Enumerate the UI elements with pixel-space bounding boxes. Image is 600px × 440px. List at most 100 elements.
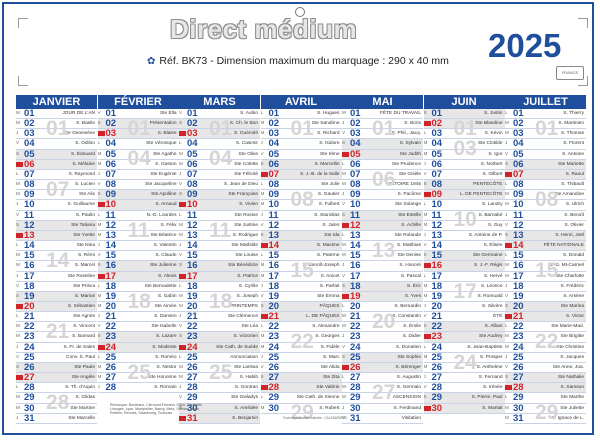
day-row: L 03 S. Kévin xyxy=(423,128,505,140)
day-row: L 04 S. Casimir xyxy=(179,138,260,150)
day-row: M 12 S. Félix xyxy=(97,219,179,231)
saint-name: S. Romain xyxy=(154,385,177,391)
day-row: V 03 S. Phil., Jacq. xyxy=(342,128,423,140)
saint-name: ASCENSION xyxy=(392,395,421,401)
day-row: M 19 S. Joseph xyxy=(179,291,260,302)
day-row: L 18 Ste Bernadette xyxy=(97,281,179,292)
day-number: 13 xyxy=(105,229,117,241)
saint-name: S. Fr. de Sales xyxy=(63,344,95,350)
day-number: 09 xyxy=(350,189,361,201)
weekday-letter: M xyxy=(16,110,20,115)
day-number: 12 xyxy=(105,219,117,231)
saint-name: S. Barnabé xyxy=(478,212,503,218)
weekday-letter: V xyxy=(260,292,264,298)
weekday-letter: L xyxy=(505,394,508,400)
saint-name: S. Gontran xyxy=(234,385,258,391)
day-number: 18 xyxy=(350,280,361,292)
saint-name: S. Germain xyxy=(396,385,421,391)
day-number: 25 xyxy=(513,351,524,363)
day-number: 17 xyxy=(24,270,35,282)
weekday-letter: M xyxy=(423,353,428,359)
saint-name: S. Valentin xyxy=(153,243,177,249)
saint-name: Ste Charlotte xyxy=(556,273,584,279)
saint-name: S. Henri, Joël xyxy=(555,232,584,238)
saint-name: S. Justin xyxy=(484,111,503,116)
week-number: 25 xyxy=(127,360,151,384)
day-row: S 02 S. Ch. le Bon xyxy=(179,118,260,130)
saint-name: S. Norbert xyxy=(480,161,503,167)
day-row: D 24 Ste Cath. de Suède xyxy=(179,342,260,353)
month-column: MARS V 01 S. Aubin S 02 S. Ch. le Bon D 03 S. Gué… xyxy=(179,95,260,430)
day-number: 04 xyxy=(513,138,524,150)
weekday-letter: S xyxy=(16,221,20,227)
weekday-letter: J xyxy=(260,140,263,146)
weekday-letter: J xyxy=(16,130,19,136)
weekday-letter: M xyxy=(16,333,20,339)
day-row: D 17 S. Patrice xyxy=(179,271,260,282)
day-row: V 19 Ste Emma xyxy=(260,290,342,302)
weekday-letter: M xyxy=(260,191,265,197)
saint-name: Ste Amandine xyxy=(554,192,584,198)
day-row: M 15 Ste Denise xyxy=(342,250,423,262)
weekday-letter: V xyxy=(97,252,101,258)
day-row: L 25 S. Roméo xyxy=(97,352,179,363)
week-number: 29 xyxy=(290,401,314,425)
weekday-letter: V xyxy=(179,323,183,329)
week-number: 25 xyxy=(209,360,233,384)
weekday-letter: M xyxy=(342,384,346,390)
day-row: M 30 Ste Martine xyxy=(16,402,97,414)
day-number: 09 xyxy=(513,189,524,201)
saint-name: L. DE PENTECÔTE xyxy=(459,192,503,198)
saint-name: Ste Christine xyxy=(556,344,584,350)
day-number: 06 xyxy=(268,158,280,170)
day-row: L 04 Ste Véronique xyxy=(97,138,179,150)
weekday-letter: S xyxy=(423,394,427,400)
saint-name: S. Samson xyxy=(560,385,584,391)
weekday-letter: L xyxy=(342,231,345,237)
weekday-letter: L xyxy=(179,140,182,146)
weekday-letter: L xyxy=(260,110,264,115)
day-number: 01 xyxy=(105,108,117,119)
day-number: 16 xyxy=(187,260,198,272)
day-row: L 28 S. Th. d'Aquin xyxy=(16,382,97,394)
day-row: V 26 Ste Alida xyxy=(260,362,342,374)
day-number: 30 xyxy=(24,402,35,414)
day-row: L 08 S. Thibault xyxy=(505,179,586,191)
weekday-letter: D xyxy=(16,161,23,167)
day-row: J 31 Ste Marcelle xyxy=(16,413,97,424)
weekday-letter: L xyxy=(260,323,264,329)
day-row: S 30 S. Amédée xyxy=(179,403,260,414)
day-row: J 07 Ste Félicité xyxy=(179,169,260,181)
day-row: L 15 S. Donald xyxy=(505,250,586,262)
saint-name: Ste Marthe xyxy=(560,395,584,401)
day-number: 27 xyxy=(105,372,117,384)
day-row: V 08 Ste Jacqueline xyxy=(97,179,179,191)
day-number: 02 xyxy=(105,118,117,130)
saint-name: S. Donatien xyxy=(395,344,421,350)
day-number: 01 xyxy=(350,108,361,119)
weekday-letter: M xyxy=(260,262,265,268)
day-row: L 29 Ste Marthe xyxy=(505,392,586,404)
saint-name: S. Robert xyxy=(319,405,340,411)
day-number: 19 xyxy=(268,290,280,302)
day-number: 01 xyxy=(513,108,524,119)
saint-name: S. Martinien xyxy=(558,121,584,127)
day-row: M 08 VICTOIRE 1945 xyxy=(342,179,423,191)
weekday-letter: S xyxy=(179,120,183,126)
day-number: 16 xyxy=(105,260,117,272)
day-row: J 09 S. Pacôme xyxy=(342,189,423,201)
saint-name: Ste Marina xyxy=(560,303,584,309)
saint-name: S. Pacôme xyxy=(397,192,421,198)
weekday-letter: J xyxy=(423,374,426,380)
day-row: V 22 Ste Léa xyxy=(179,321,260,333)
day-row: S 06 Ste Mariette xyxy=(505,159,586,170)
day-row: M 12 S. Guy xyxy=(423,220,505,231)
weekday-letter: L xyxy=(16,242,19,248)
weekday-letter: V xyxy=(16,282,20,288)
day-number: 03 xyxy=(431,128,443,140)
footer-note: Remorque: Bordeaux, Clermont-Ferrand, Di… xyxy=(110,403,203,416)
saint-name: S. Constantin xyxy=(392,314,421,320)
day-row: S 01 S. Justin xyxy=(423,108,505,120)
weekday-letter: M xyxy=(179,292,183,298)
day-number: 05 xyxy=(187,148,198,160)
